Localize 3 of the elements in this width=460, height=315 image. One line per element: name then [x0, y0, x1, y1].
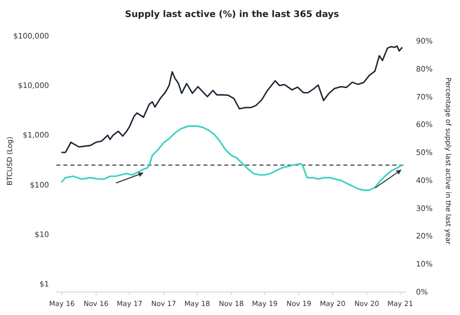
chart-title: Supply last active (%) in the last 365 days — [125, 10, 339, 20]
line-series — [61, 45, 403, 154]
line-series — [61, 125, 403, 192]
